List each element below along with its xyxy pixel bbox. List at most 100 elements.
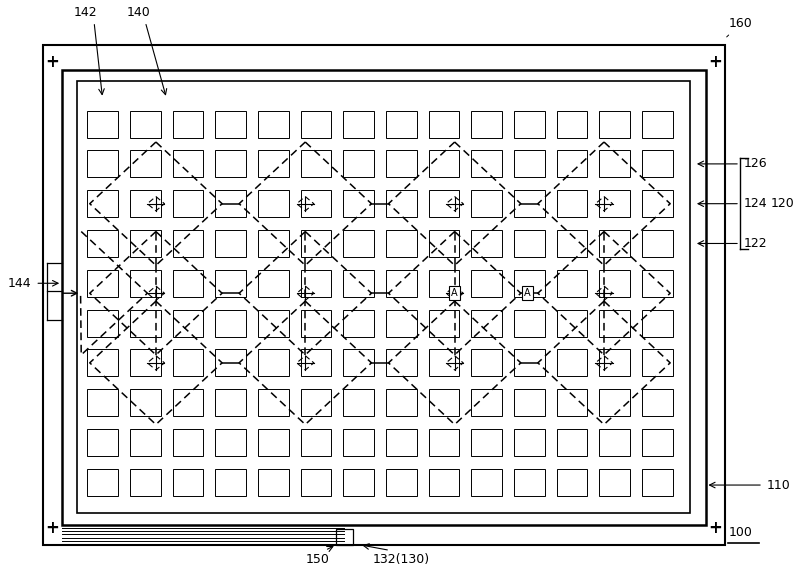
Bar [386,429,417,456]
Bar [471,310,502,336]
Bar [429,190,459,217]
Text: 126: 126 [744,157,767,170]
Bar [642,150,673,177]
Bar [301,111,331,138]
Bar [642,389,673,416]
Bar [343,111,374,138]
Bar [87,389,118,416]
Bar [258,429,289,456]
Text: 144: 144 [8,277,31,290]
Bar [78,82,690,514]
Bar [173,349,203,377]
Bar [343,150,374,177]
Bar [301,469,331,496]
Bar [130,150,161,177]
Bar [386,230,417,257]
Bar [173,111,203,138]
Bar [130,270,161,297]
Bar [471,349,502,377]
Bar [514,111,545,138]
Bar [599,310,630,336]
Bar [514,429,545,456]
Bar [471,469,502,496]
Bar [471,429,502,456]
Bar [343,190,374,217]
Bar [258,270,289,297]
Bar [130,230,161,257]
Bar [429,429,459,456]
Bar [557,190,587,217]
Bar [429,111,459,138]
Bar [343,310,374,336]
Bar [301,270,331,297]
Bar [642,349,673,377]
Bar [557,270,587,297]
Bar [429,469,459,496]
Text: A: A [524,288,530,298]
Text: +: + [709,519,722,537]
Text: +: + [709,52,722,71]
Bar [173,190,203,217]
Bar [130,429,161,456]
Bar [514,349,545,377]
Bar [215,349,246,377]
Bar [301,349,331,377]
Bar [642,111,673,138]
Bar [258,310,289,336]
Bar [471,270,502,297]
Bar [215,469,246,496]
Bar [557,230,587,257]
Bar [301,150,331,177]
Bar [87,469,118,496]
Text: 100: 100 [729,526,752,539]
Bar [557,150,587,177]
Bar [258,469,289,496]
Bar [642,469,673,496]
Bar [386,349,417,377]
Bar [301,190,331,217]
Bar [173,150,203,177]
Bar [429,150,459,177]
Bar [471,190,502,217]
Bar [258,349,289,377]
Bar [386,190,417,217]
Bar [87,150,118,177]
Bar [386,150,417,177]
Bar [514,150,545,177]
Text: +: + [45,52,59,71]
Bar [173,310,203,336]
Bar [87,230,118,257]
Bar [130,190,161,217]
Bar [642,190,673,217]
Bar [429,389,459,416]
Bar [429,349,459,377]
Bar [173,469,203,496]
Bar [173,230,203,257]
Bar [130,349,161,377]
Text: 142: 142 [74,6,98,19]
Bar [130,310,161,336]
Bar [557,111,587,138]
Bar [130,469,161,496]
Bar [557,469,587,496]
Bar [514,230,545,257]
Bar [258,230,289,257]
Bar [343,469,374,496]
Bar [599,349,630,377]
Bar [599,230,630,257]
Bar [514,469,545,496]
Bar [343,389,374,416]
Bar [599,429,630,456]
Text: 120: 120 [770,197,794,210]
Bar [642,230,673,257]
Bar [599,270,630,297]
Bar [336,529,353,545]
Bar [642,429,673,456]
Bar [471,150,502,177]
Bar [173,389,203,416]
Bar [514,270,545,297]
Bar [87,349,118,377]
Bar [386,310,417,336]
Bar [215,310,246,336]
Bar [557,429,587,456]
